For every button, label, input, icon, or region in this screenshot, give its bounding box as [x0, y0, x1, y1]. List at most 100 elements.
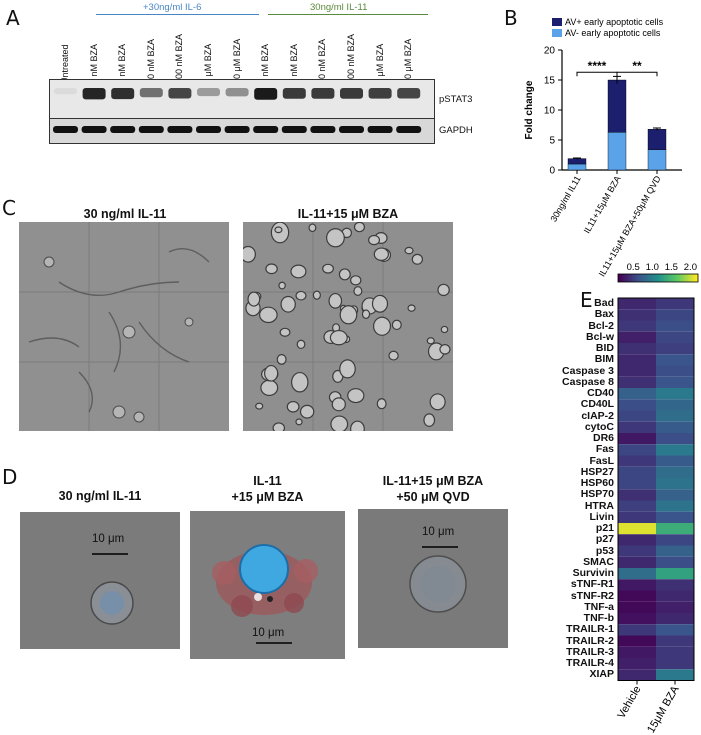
- heatmap-cell: [618, 511, 656, 523]
- heatmap-cell: [656, 556, 694, 568]
- heatmap-cell: [656, 466, 694, 478]
- colorbar-cell: [644, 274, 647, 282]
- colorbar-tick-label: 1.5: [665, 262, 678, 273]
- heatmap-row-label: HSP27: [580, 465, 614, 478]
- heatmap-cell: [656, 354, 694, 366]
- pstat3-band: [340, 88, 363, 99]
- cell-blob: [353, 222, 365, 233]
- cell-blob: [440, 325, 449, 334]
- heatmap-row-label: SMAC: [583, 555, 614, 568]
- cell-blob: [411, 253, 424, 265]
- heatmap-cell: [618, 624, 656, 636]
- heatmap-row-label: sTNF-R2: [570, 589, 614, 602]
- heatmap-cell: [618, 376, 656, 388]
- cell-blob: [361, 309, 371, 320]
- heatmap-cell: [656, 500, 694, 512]
- gapdh-band: [81, 126, 107, 133]
- heatmap-cell: [656, 455, 694, 467]
- cell-blob: [286, 400, 300, 413]
- bar-segment: [647, 149, 667, 171]
- heatmap-cell: [618, 658, 656, 670]
- colorbar-cell: [622, 274, 625, 282]
- colorbar-cell: [686, 274, 689, 282]
- cell-blob: [322, 263, 334, 274]
- heatmap-cell: [618, 523, 656, 535]
- heatmap-row-label: HSP70: [580, 488, 614, 501]
- pstat3-band: [197, 88, 220, 97]
- heatmap-cell: [618, 669, 656, 681]
- panel-letter-c: C: [2, 196, 16, 220]
- heatmap-cell: [656, 298, 694, 310]
- colorbar-cell: [666, 274, 669, 282]
- cytokine-heatmap: 0.5 1.0 1.5 2.0 Vehicle 15μM BZA: [615, 262, 699, 735]
- micrograph-bza-image: [243, 222, 453, 431]
- heatmap-row-label: TRAILR-1: [566, 623, 614, 636]
- panel-letter-d: D: [2, 465, 18, 489]
- colorbar-cell: [642, 274, 645, 282]
- colorbar-cell: [682, 274, 685, 282]
- heatmap-cell: [656, 590, 694, 602]
- cell-image-il11-bza-qvd: 10 μm: [358, 509, 508, 648]
- y-tick-label: 15: [544, 76, 556, 87]
- panel-d-title-2a: IL-11: [253, 474, 282, 488]
- colorbar-cell: [664, 274, 667, 282]
- cell-blob: [423, 413, 436, 427]
- cell-blob: [278, 281, 286, 290]
- colorbar-cell: [692, 274, 695, 282]
- heatmap-row-label: cIAP-2: [581, 409, 614, 422]
- lane-label: 300 nM BZA: [174, 33, 185, 84]
- y-tick-label: 10: [544, 106, 556, 117]
- gapdh-band: [281, 126, 307, 133]
- cell-blob: [272, 422, 286, 431]
- panel-c-title-1: 30 ng/ml IL-11: [83, 207, 167, 221]
- panel-c-title-2: IL-11+15 μM BZA: [297, 207, 399, 221]
- heatmap-cell: [656, 523, 694, 535]
- heatmap-row-label: Fas: [595, 443, 614, 456]
- cell-blob: [291, 371, 309, 393]
- colorbar-cell: [620, 274, 623, 282]
- cell-blob: [407, 304, 416, 312]
- pstat3-band: [139, 88, 163, 98]
- gapdh-band: [339, 126, 364, 133]
- lane-label: 30 μM BZA: [403, 38, 414, 84]
- cell-blob: [247, 291, 261, 307]
- gapdh-band: [138, 126, 164, 133]
- legend-swatch: [552, 29, 562, 37]
- heatmap-cell: [656, 534, 694, 546]
- cell-blob: [368, 234, 381, 246]
- heatmap-row-label: Bad: [594, 297, 614, 309]
- cell-blob: [299, 404, 315, 419]
- pstat3-band: [168, 88, 192, 99]
- lane-label: 3 μM BZA: [374, 43, 385, 84]
- colorbar-cell: [684, 274, 687, 282]
- colorbar: [617, 273, 699, 283]
- cell-blob: [350, 420, 365, 431]
- x-tick-label: IL11+15μM BZA: [582, 174, 623, 235]
- heatmap-border: [617, 297, 695, 681]
- heatmap-row-label: Survivin: [572, 567, 614, 579]
- cell-blob: [276, 354, 287, 365]
- colorbar-tick-label: 1.0: [646, 262, 659, 273]
- colorbar-cell: [632, 274, 635, 282]
- panel-d-title-1: 30 ng/ml IL-11: [58, 489, 142, 503]
- colorbar-cell: [688, 274, 691, 282]
- colorbar-cell: [624, 274, 627, 282]
- cell-blob: [264, 364, 279, 382]
- gapdh-band: [253, 126, 279, 133]
- group-line-il6: [96, 14, 259, 15]
- lane-label: 30 nM BZA: [145, 38, 156, 84]
- cell-il11-bza-drawing: [212, 544, 318, 644]
- heatmap-cell: [618, 444, 656, 456]
- colorbar-cell: [676, 274, 679, 282]
- heatmap-cell: [656, 309, 694, 321]
- heatmap-cell: [618, 613, 656, 625]
- heatmap-cell: [618, 343, 656, 355]
- heatmap-row-label: p27: [595, 533, 614, 546]
- heatmap-row-label: CD40L: [580, 398, 614, 411]
- colorbar-cell: [630, 274, 633, 282]
- cell-blob: [259, 306, 278, 324]
- colorbar-cell: [672, 274, 675, 282]
- heatmap-row-label: BIM: [594, 353, 614, 366]
- cell-blob: [338, 268, 351, 281]
- colorbar-cell: [690, 274, 693, 282]
